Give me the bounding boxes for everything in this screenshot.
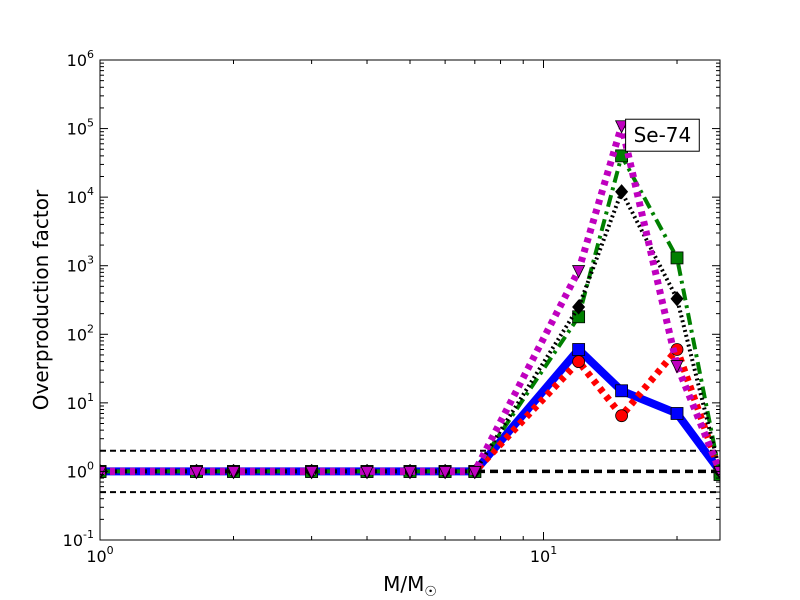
x-axis-title-main: M/M [383, 572, 424, 596]
annotation-label: Se-74 [634, 123, 692, 147]
data-point [670, 360, 684, 374]
x-tick-exponent: 1 [550, 544, 557, 557]
y-tick-label: 10-1 [63, 528, 94, 550]
y-tick-exponent: 1 [87, 391, 94, 404]
data-point [670, 407, 684, 420]
y-tick-exponent: 4 [87, 185, 94, 198]
data-point [189, 466, 204, 480]
y-tick-base: 10 [67, 51, 87, 70]
data-point [713, 466, 720, 480]
data-point [572, 343, 586, 356]
series-layer [100, 120, 720, 481]
series-line [100, 122, 720, 475]
y-tick-base: 10 [63, 531, 83, 550]
y-tick-exponent: -1 [83, 528, 94, 541]
y-axis-title: Overproduction factor [29, 189, 53, 410]
y-tick-base: 10 [67, 120, 87, 139]
series-5 [100, 120, 720, 480]
data-point [615, 409, 629, 423]
annotation-frame [625, 118, 700, 152]
y-tick-base: 10 [67, 188, 87, 207]
y-tick-label: 102 [67, 322, 94, 344]
data-point [304, 466, 319, 480]
y-tick-label: 104 [67, 185, 94, 207]
data-point [226, 466, 241, 480]
data-point [468, 466, 482, 480]
y-tick-label: 106 [67, 48, 94, 70]
y-tick-label: 101 [67, 391, 94, 413]
data-point [572, 355, 586, 368]
y-tick-exponent: 6 [87, 48, 94, 61]
annotation-box: Se-74 [625, 118, 700, 152]
x-axis-title: M/M☉ [383, 572, 437, 600]
y-tick-base: 10 [67, 325, 87, 344]
y-tick-exponent: 5 [87, 117, 94, 130]
x-tick-label: 101 [530, 544, 557, 566]
y-tick-base: 10 [67, 257, 87, 276]
x-tick-base: 10 [530, 547, 550, 566]
y-tick-exponent: 0 [87, 459, 94, 472]
x-tick-exponent: 0 [107, 544, 114, 557]
y-tick-label: 103 [67, 254, 94, 276]
data-point [571, 265, 586, 279]
x-tick-base: 10 [86, 547, 106, 566]
x-axis-title-subscript: ☉ [424, 584, 437, 600]
data-point [360, 466, 374, 480]
reference-lines [100, 449, 720, 494]
x-tick-label: 100 [86, 544, 113, 566]
data-point [670, 251, 684, 265]
y-tick-base: 10 [67, 462, 87, 481]
y-tick-exponent: 3 [87, 254, 94, 267]
data-point [615, 184, 629, 200]
y-tick-label: 100 [67, 459, 94, 481]
data-point [100, 466, 107, 480]
data-point [572, 299, 586, 315]
y-tick-base: 10 [67, 394, 87, 413]
data-point [670, 291, 684, 307]
y-tick-exponent: 2 [87, 322, 94, 335]
y-tick-label: 105 [67, 117, 94, 139]
data-point [403, 466, 417, 480]
data-point [614, 120, 629, 134]
data-point [615, 384, 629, 398]
data-point [438, 466, 452, 480]
